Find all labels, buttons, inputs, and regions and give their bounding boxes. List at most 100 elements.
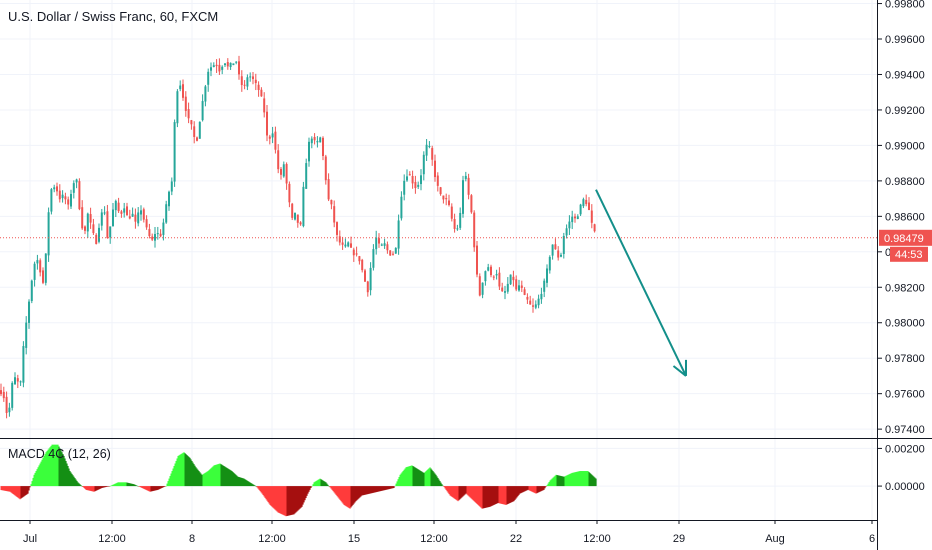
- macd-bar: [192, 462, 194, 487]
- candle-body: [501, 287, 504, 292]
- candle: [428, 141, 431, 149]
- macd-bar: [4, 486, 6, 491]
- macd-indicator-label[interactable]: MACD 4C (12, 26): [8, 447, 111, 461]
- macd-bar: [58, 446, 60, 487]
- candle: [548, 255, 551, 274]
- candle-body: [257, 84, 260, 91]
- macd-bar: [19, 486, 21, 500]
- macd-bar: [558, 475, 560, 487]
- candle: [70, 189, 72, 209]
- macd-bar: [431, 469, 433, 487]
- candle: [131, 207, 134, 217]
- macd-bar: [515, 486, 517, 499]
- candle: [274, 126, 277, 154]
- macd-bar: [38, 465, 40, 487]
- candle-body: [464, 175, 467, 180]
- macd-bar: [130, 483, 132, 487]
- candle-body: [540, 293, 543, 300]
- macd-bar: [507, 486, 509, 504]
- macd-bar: [46, 450, 48, 487]
- candle-body: [543, 280, 546, 292]
- macd-bar: [299, 486, 301, 509]
- candle-body: [308, 141, 310, 162]
- candle: [182, 79, 184, 101]
- macd-bar: [359, 486, 361, 498]
- macd-bar: [187, 455, 189, 487]
- candle-body: [271, 133, 274, 138]
- macd-bar: [120, 482, 122, 487]
- macd-bar: [448, 486, 450, 495]
- candle-body: [366, 281, 369, 293]
- macd-bar: [370, 486, 372, 494]
- candle: [151, 233, 154, 242]
- candle: [84, 225, 86, 235]
- macd-bar: [37, 467, 39, 487]
- candle: [506, 277, 509, 294]
- macd-bar: [81, 486, 83, 487]
- candle: [467, 173, 470, 200]
- candle-body: [126, 206, 128, 216]
- candle-body: [170, 181, 173, 192]
- macd-bar: [11, 486, 13, 494]
- forecast-arrow-head: [672, 365, 687, 377]
- macd-bar: [365, 486, 367, 495]
- macd-bar: [380, 486, 382, 492]
- macd-bar: [133, 484, 135, 487]
- time-axis-tick-label: 12:00: [420, 533, 448, 545]
- candle-body: [436, 175, 439, 186]
- macd-bar: [22, 486, 24, 498]
- candle: [565, 224, 568, 239]
- candle: [464, 171, 467, 182]
- macd-bar: [168, 478, 170, 487]
- macd-bar: [57, 444, 59, 487]
- macd-bar: [185, 454, 187, 487]
- macd-bar: [333, 486, 335, 493]
- macd-bar: [432, 471, 434, 487]
- candle: [574, 213, 576, 223]
- macd-bar: [387, 486, 389, 490]
- candle-body: [504, 291, 506, 293]
- macd-bar: [160, 486, 162, 489]
- macd-bar: [20, 486, 22, 499]
- macd-bar: [535, 486, 537, 494]
- macd-bar: [368, 486, 370, 494]
- macd-bar: [327, 484, 329, 487]
- macd-bar: [36, 469, 38, 487]
- macd-bar: [397, 479, 399, 487]
- candle: [249, 72, 252, 82]
- macd-bar: [272, 486, 274, 508]
- macd-bar: [549, 480, 551, 487]
- price-badge-value: 0.98479: [884, 233, 924, 245]
- macd-bar: [486, 486, 488, 508]
- candle-body: [593, 224, 596, 232]
- candle: [515, 275, 518, 292]
- macd-bar: [7, 486, 9, 492]
- candle-body: [0, 390, 2, 395]
- macd-bar: [568, 474, 570, 487]
- macd-bar: [429, 467, 431, 487]
- candle-body: [78, 181, 81, 210]
- macd-bar: [250, 482, 252, 487]
- macd-bar: [233, 472, 235, 487]
- macd-bar: [320, 479, 322, 487]
- macd-bar: [383, 486, 385, 491]
- macd-bar: [350, 486, 352, 508]
- macd-bar: [230, 470, 232, 487]
- macd-bar: [232, 471, 234, 487]
- candle: [392, 251, 394, 256]
- candle-body: [571, 216, 574, 223]
- price-axis-tick-label: 0.99000: [885, 140, 925, 152]
- candle-body: [506, 283, 509, 292]
- macd-bar: [496, 486, 498, 504]
- macd-bar: [500, 486, 502, 504]
- macd-bar: [117, 482, 119, 487]
- candle: [201, 94, 204, 122]
- candle-body: [473, 212, 476, 248]
- candle: [313, 133, 316, 145]
- macd-bar: [189, 457, 191, 487]
- macd-bar: [290, 486, 292, 516]
- macd-bar: [9, 486, 11, 492]
- macd-bar: [401, 472, 403, 487]
- macd-bar: [10, 486, 12, 493]
- candle: [590, 204, 593, 229]
